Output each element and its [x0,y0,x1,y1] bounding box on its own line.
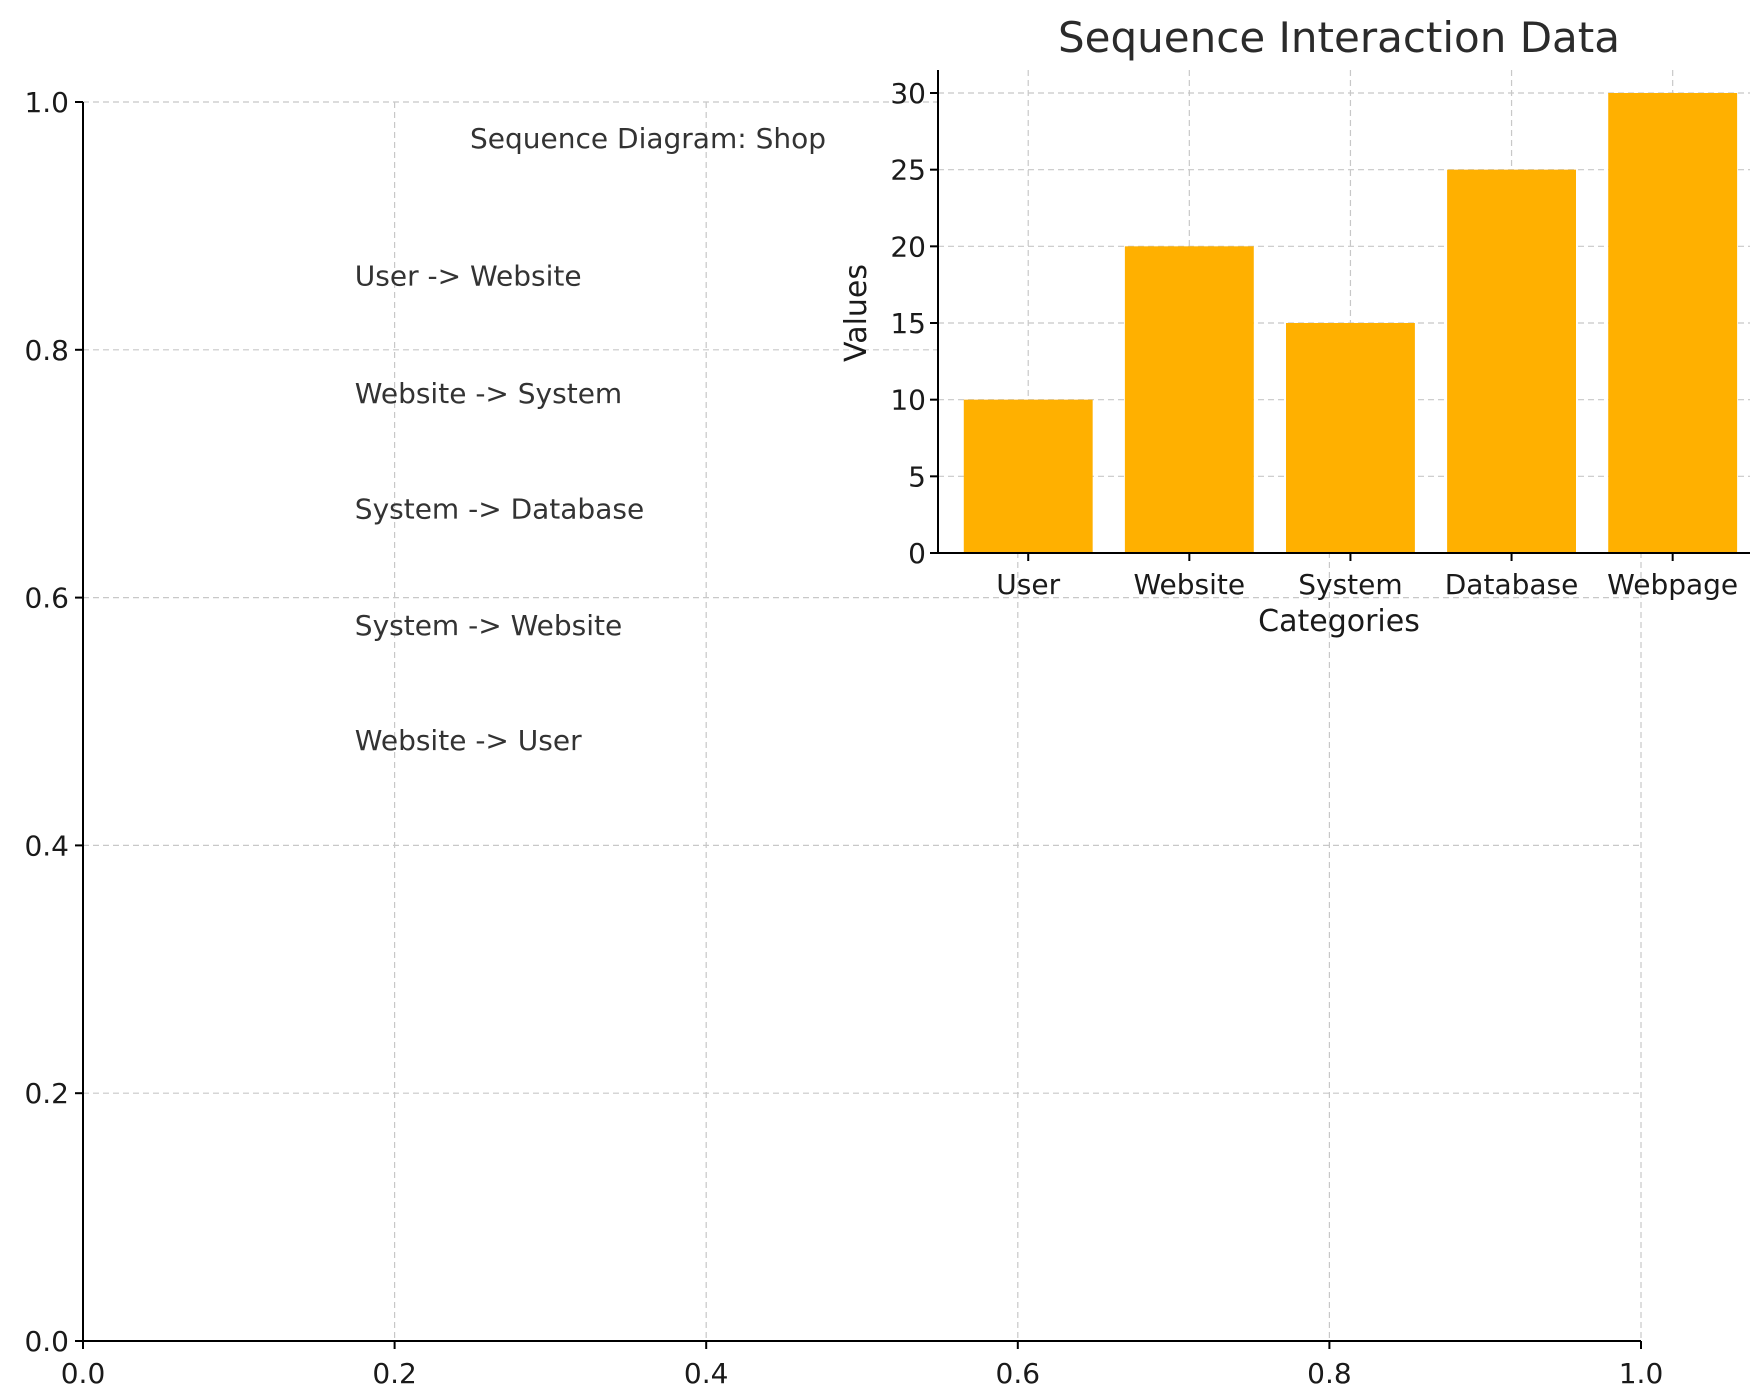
bar-database [1447,169,1576,553]
inset-y-ticks: 0 5 10 15 20 25 30 [890,77,938,570]
inset-x-tick-label: User [996,568,1060,601]
inset-x-ticks: User Website System Database Webpage [996,553,1738,601]
inset-y-tick-label: 20 [890,230,926,263]
inset-axes: User Website System Database Webpage 0 5 10 15 2… [839,13,1750,639]
main-annotations: User -> Website Website -> System System -… [355,259,644,757]
main-title: Sequence Diagram: Shop [470,122,826,155]
main-y-tick-label: 0.6 [24,582,69,615]
main-x-tick-label: 0.4 [684,1357,729,1390]
bar-user [963,399,1093,553]
inset-x-axis-label: Categories [1258,604,1420,639]
main-y-tick-label: 1.0 [24,86,69,119]
main-y-ticks: 0.0 0.2 0.4 0.6 0.8 1.0 [24,86,83,1358]
bar-webpage [1608,93,1738,553]
inset-bars [963,93,1738,554]
main-y-tick-label: 0.8 [24,334,69,367]
sequence-step-label: Website -> System [355,377,622,410]
sequence-step-label: User -> Website [355,259,582,292]
inset-y-tick-label: 25 [890,154,926,187]
inset-title: Sequence Interaction Data [1058,13,1620,62]
inset-x-tick-label: System [1298,568,1402,601]
inset-y-tick-label: 5 [908,460,926,493]
inset-x-tick-label: Website [1134,568,1246,601]
main-axes: Sequence Diagram: Shop User -> Website We… [24,86,1663,1390]
bar-system [1286,323,1415,553]
sequence-step-label: System -> Website [355,609,622,642]
main-x-ticks: 0.0 0.2 0.4 0.6 0.8 1.0 [61,1341,1664,1390]
sequence-step-label: Website -> User [355,724,582,757]
inset-x-tick-label: Webpage [1607,568,1738,601]
main-y-tick-label: 0.4 [24,829,69,862]
inset-y-tick-label: 15 [890,307,926,340]
inset-y-tick-label: 0 [908,537,926,570]
inset-y-axis-label: Values [839,264,874,362]
bar-website [1124,246,1254,554]
main-x-tick-label: 0.6 [996,1357,1041,1390]
main-y-tick-label: 0.2 [24,1077,69,1110]
inset-y-tick-label: 10 [890,384,926,417]
inset-y-tick-label: 30 [890,77,926,110]
inset-x-tick-label: Database [1445,568,1579,601]
main-y-tick-label: 0.0 [24,1325,69,1358]
main-x-tick-label: 1.0 [1619,1357,1664,1390]
main-x-tick-label: 0.0 [61,1357,106,1390]
main-x-tick-label: 0.2 [372,1357,417,1390]
sequence-step-label: System -> Database [355,492,644,525]
main-x-tick-label: 0.8 [1307,1357,1352,1390]
